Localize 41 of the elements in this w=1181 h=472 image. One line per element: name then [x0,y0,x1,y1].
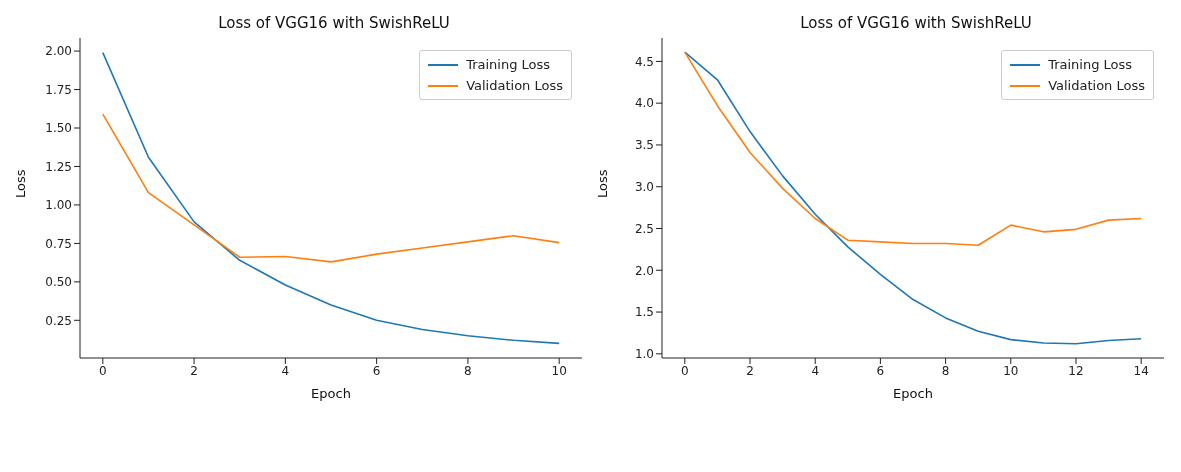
y-tick-label: 2.5 [634,221,654,236]
x-tick-label: 0 [99,363,107,378]
legend-label: Training Loss [466,57,551,72]
legend-label: Validation Loss [466,78,563,93]
x-tick-label: 6 [372,363,381,378]
legend-label: Training Loss [1048,57,1133,72]
y-axis-title: Loss [12,169,28,198]
y-tick-label: 1.00 [45,198,72,213]
x-tick-label: 10 [551,363,567,378]
line-series [102,113,560,263]
x-tick-label: 0 [681,363,689,378]
y-tick-label: 4.0 [634,96,654,111]
y-tick-label: 1.50 [45,121,72,136]
y-tick-label: 1.0 [634,347,654,362]
x-tick-label: 2 [746,363,754,378]
y-tick-label: 4.5 [634,54,654,69]
chart-title: Loss of VGG16 with SwishReLU [799,14,1033,32]
x-tick-label: 6 [876,363,885,378]
legend-label: Validation Loss [1048,78,1145,93]
y-tick-label: 0.75 [45,236,72,251]
y-axis-title: Loss [594,169,610,198]
x-tick-label: 10 [1003,363,1019,378]
x-axis-title: Epoch [893,386,933,401]
y-tick-label: 2.0 [634,263,654,278]
y-tick-label: 0.25 [45,313,72,328]
x-tick-label: 8 [464,363,472,378]
x-tick-label: 12 [1068,363,1084,378]
x-tick-label: 4 [281,363,290,378]
x-tick-label: 4 [811,363,820,378]
y-tick-label: 1.5 [634,305,654,320]
y-tick-label: 0.50 [45,275,72,290]
y-tick-label: 1.75 [45,82,72,97]
y-tick-label: 1.25 [45,159,72,174]
x-tick-label: 14 [1133,363,1149,378]
x-tick-label: 8 [941,363,950,378]
x-tick-label: 2 [190,363,198,378]
y-tick-label: 3.0 [634,179,654,194]
chart-title: Loss of VGG16 with SwishReLU [217,14,451,32]
y-tick-label: 3.5 [634,138,654,153]
x-axis-title: Epoch [311,386,351,401]
y-tick-label: 2.00 [45,44,72,59]
